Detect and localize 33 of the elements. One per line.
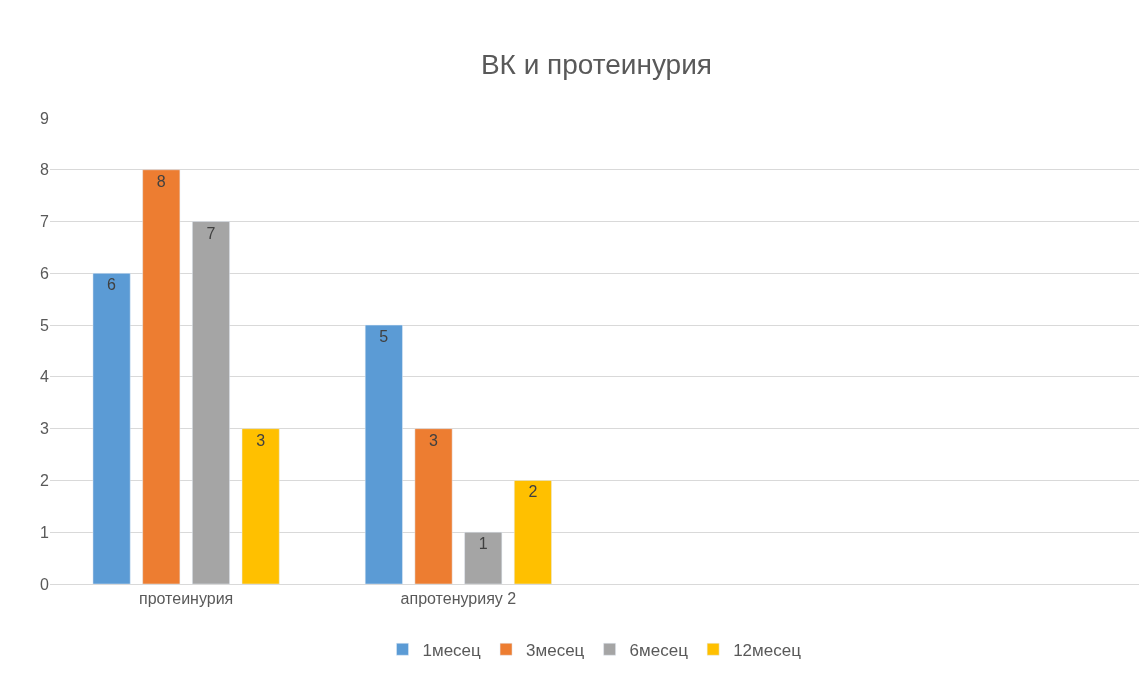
bar [192, 221, 230, 584]
y-tick-label: 6 [40, 264, 50, 282]
data-label: 1 [478, 535, 488, 553]
y-tick-label: 5 [40, 316, 50, 334]
data-label: 3 [429, 431, 439, 449]
data-label: 3 [256, 431, 266, 449]
chart-title: ВК и протеинурия [480, 48, 712, 80]
x-tick-label: протеинурия [139, 590, 234, 608]
legend-label: 3месец [526, 640, 585, 660]
bar [92, 273, 131, 584]
data-label: 8 [156, 172, 166, 190]
y-tick-label: 2 [40, 472, 50, 490]
legend-label: 1месец [422, 640, 482, 660]
y-tick-label: 3 [40, 420, 50, 438]
legend-label: 6месец [629, 640, 689, 660]
data-label: 2 [528, 483, 538, 501]
data-label: 6 [107, 276, 117, 294]
legend-label: 12месец [733, 640, 802, 660]
bar [414, 428, 453, 584]
bar [514, 480, 552, 584]
bar [142, 169, 181, 584]
data-label: 5 [379, 328, 389, 346]
y-tick-label: 1 [40, 523, 50, 541]
data-label: 7 [206, 224, 216, 242]
y-tick-label: 8 [40, 161, 50, 179]
bar [464, 531, 503, 584]
bar [241, 428, 280, 584]
y-tick-label: 7 [40, 213, 50, 231]
y-tick-label: 9 [40, 109, 50, 127]
x-tick-label: апротенурияу 2 [400, 590, 517, 608]
y-tick-label: 4 [40, 368, 50, 386]
y-tick-label: 0 [40, 575, 50, 593]
bar [364, 324, 403, 584]
